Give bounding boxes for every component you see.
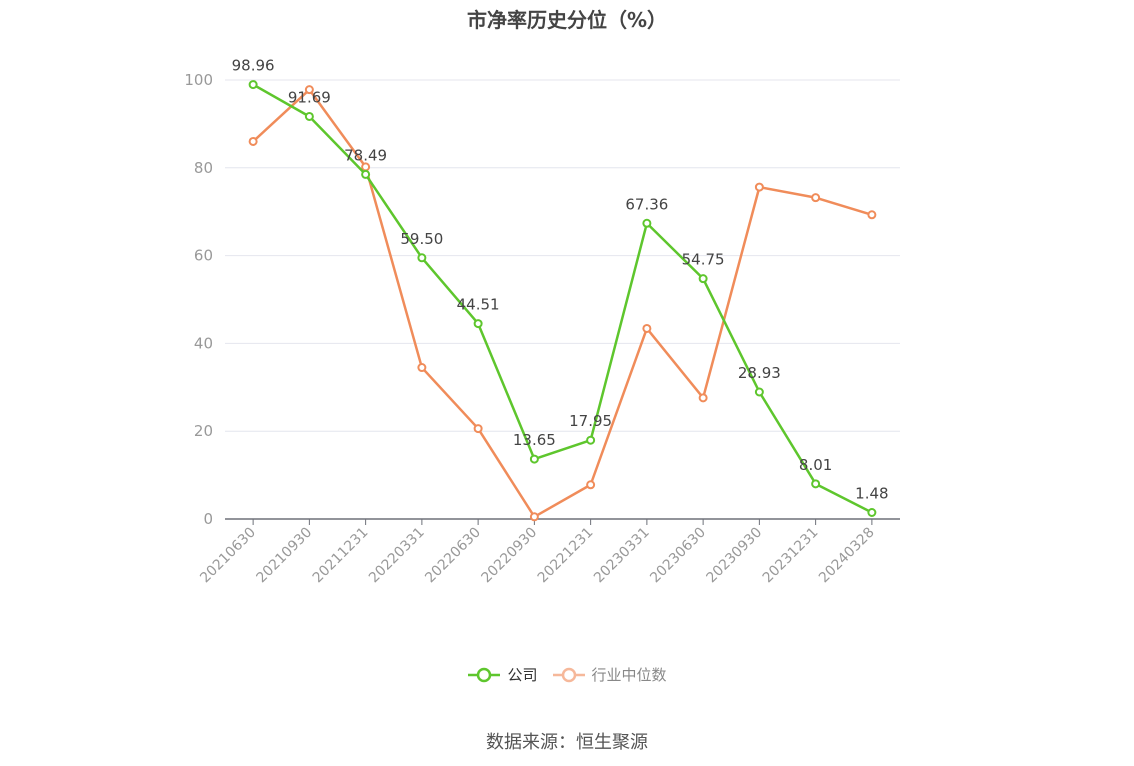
x-tick-label: 20230630 (647, 525, 709, 587)
data-point (811, 479, 821, 489)
legend-item[interactable]: 公司 (467, 664, 538, 685)
data-point (698, 274, 708, 284)
y-tick-label: 0 (203, 510, 213, 528)
x-tick-label: 20211231 (310, 525, 372, 587)
y-tick-label: 80 (194, 159, 213, 177)
data-label: 78.49 (344, 146, 387, 164)
x-tick-label: 20240328 (816, 525, 878, 587)
legend-item[interactable]: 行业中位数 (552, 664, 667, 685)
data-label: 91.69 (288, 88, 331, 106)
x-tick-label: 20210930 (253, 525, 315, 587)
data-label: 17.95 (569, 412, 612, 430)
data-label: 1.48 (855, 485, 888, 503)
data-point (304, 111, 314, 121)
x-tick-label: 20230930 (703, 525, 765, 587)
data-point (473, 424, 483, 434)
data-point (361, 169, 371, 179)
legend-label: 行业中位数 (591, 666, 667, 684)
series (248, 80, 877, 522)
data-point (586, 480, 596, 490)
data-point (698, 393, 708, 403)
x-tick-label: 20220630 (422, 525, 484, 587)
series-line (252, 83, 873, 514)
data-labels: 98.96 91.69 78.49 59.50 44.51 13.65 17.95 67.36… (232, 57, 889, 503)
series-line (252, 88, 873, 519)
y-tick-label: 60 (194, 247, 213, 265)
data-point (586, 435, 596, 445)
data-label: 44.51 (457, 296, 500, 314)
x-tick-label: 20210630 (197, 525, 259, 587)
data-point (529, 454, 539, 464)
data-source: 数据来源：恒生聚源 (486, 732, 648, 753)
data-point (867, 210, 877, 220)
legend-label: 公司 (507, 666, 538, 684)
data-point (417, 363, 427, 373)
data-point (642, 323, 652, 333)
data-point (529, 512, 539, 522)
data-point (248, 80, 258, 90)
data-label: 28.93 (738, 364, 781, 382)
legend: 公司 行业中位数 (0, 664, 1134, 685)
data-label: 98.96 (232, 57, 275, 75)
data-point (417, 253, 427, 263)
legend-marker-icon (468, 667, 501, 682)
grid-lines (225, 79, 900, 432)
data-point (811, 193, 821, 203)
axes: 0204060801002021063020210930202112312022… (184, 71, 900, 586)
data-point (304, 85, 314, 95)
y-tick-label: 20 (194, 422, 213, 440)
x-tick-label: 20220930 (478, 525, 540, 587)
data-label: 54.75 (682, 251, 725, 269)
data-label: 67.36 (625, 195, 668, 213)
data-point (754, 387, 764, 397)
data-point (248, 136, 258, 146)
y-tick-label: 40 (194, 334, 213, 352)
data-point (642, 218, 652, 228)
x-tick-label: 20220331 (366, 525, 428, 587)
x-tick-label: 20230331 (591, 525, 653, 587)
data-label: 59.50 (400, 230, 443, 248)
data-point (361, 162, 371, 172)
x-tick-label: 20231231 (760, 525, 822, 587)
chart-title: 市净率历史分位（%） (466, 8, 668, 32)
data-point (867, 508, 877, 518)
data-label: 8.01 (799, 456, 832, 474)
x-tick-label: 20221231 (535, 525, 597, 587)
data-point (473, 319, 483, 329)
data-point (754, 182, 764, 192)
data-label: 13.65 (513, 431, 556, 449)
legend-marker-icon (552, 667, 585, 682)
y-tick-label: 100 (184, 71, 213, 89)
